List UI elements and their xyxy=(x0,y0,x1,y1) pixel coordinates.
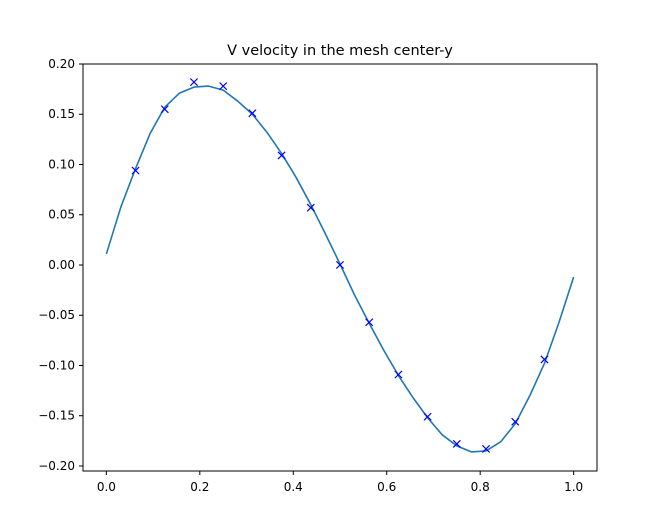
data-point-marker xyxy=(481,444,491,453)
x-tick-label: 0.0 xyxy=(97,480,116,494)
y-tick-label: −0.20 xyxy=(38,459,75,473)
x-tick-label: 1.0 xyxy=(564,480,583,494)
data-point-marker xyxy=(248,109,257,118)
x-tick-label: 0.8 xyxy=(471,480,490,494)
data-point-marker xyxy=(131,166,140,175)
y-axis: 0.20 0.15 0.10 0.05 0.00 −0.05 −0.10 −0.15 −0.20 xyxy=(38,57,83,473)
data-point-marker xyxy=(160,105,169,114)
y-tick-label: −0.15 xyxy=(38,409,75,423)
series-line xyxy=(105,85,575,453)
y-tick-label: 0.10 xyxy=(48,157,75,171)
chart-title: V velocity in the mesh center-y xyxy=(227,43,453,59)
x-tick-label: 0.2 xyxy=(190,480,209,494)
y-tick-label: 0.15 xyxy=(48,107,75,121)
y-tick-label: 0.00 xyxy=(48,258,75,272)
y-tick-label: 0.20 xyxy=(48,57,75,71)
data-point-marker xyxy=(394,370,403,379)
y-tick-label: 0.05 xyxy=(48,208,75,222)
data-point-marker xyxy=(277,151,286,160)
data-point-marker xyxy=(452,439,461,448)
axes-frame xyxy=(82,63,598,472)
data-point-marker xyxy=(306,203,315,212)
data-point-marker xyxy=(335,260,345,270)
data-point-marker xyxy=(365,318,374,327)
data-point-marker xyxy=(540,355,549,364)
data-point-marker xyxy=(219,82,228,91)
x-tick-label: 0.4 xyxy=(284,480,303,494)
plot-layer xyxy=(105,78,575,453)
data-point-marker xyxy=(511,417,520,426)
y-tick-label: −0.05 xyxy=(38,308,75,322)
x-tick-label: 0.6 xyxy=(377,480,396,494)
y-tick-label: −0.10 xyxy=(38,358,75,372)
x-axis: 0.0 0.2 0.4 0.6 0.8 1.0 xyxy=(97,471,583,494)
data-point-marker xyxy=(423,412,432,421)
data-point-marker xyxy=(189,78,199,87)
